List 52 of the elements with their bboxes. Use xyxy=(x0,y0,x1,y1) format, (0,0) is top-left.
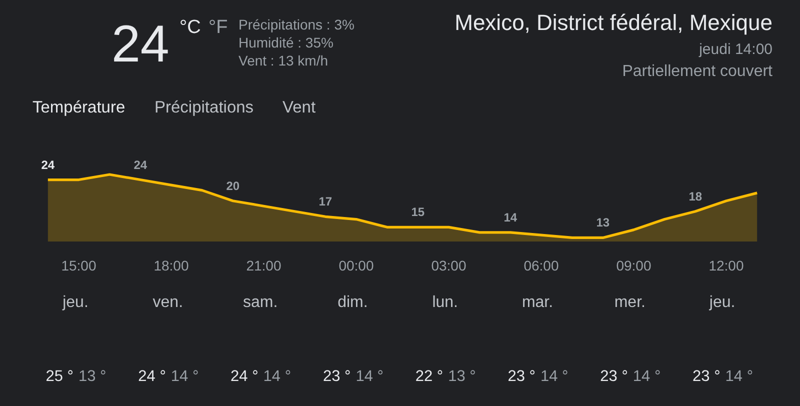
text: 23 ° xyxy=(692,368,720,385)
text: 14 ° xyxy=(263,368,292,385)
text: 13 ° xyxy=(78,368,106,385)
text: 14 ° xyxy=(356,368,384,385)
data-label: 17 xyxy=(318,194,332,209)
text: 24 ° xyxy=(138,368,166,385)
x-tick-label: 00:00 xyxy=(338,258,374,274)
x-tick-label: 03:00 xyxy=(431,258,466,274)
text: 23 ° xyxy=(600,368,628,385)
text: 14 ° xyxy=(170,368,199,385)
data-label: 14 xyxy=(504,210,518,224)
data-label: 15 xyxy=(411,205,425,220)
data-label: 20 xyxy=(226,178,240,193)
text: 24 xyxy=(112,16,170,74)
text: 23 ° xyxy=(322,368,351,385)
chart-title: Mexico, District fédéral, Mexique xyxy=(454,10,773,35)
text: Vent : 13 km/h xyxy=(238,52,328,68)
text: 22 ° xyxy=(415,368,444,385)
chart-subtitle: jeudi 14:00 xyxy=(698,41,773,58)
data-label: 24 xyxy=(134,158,148,172)
text: °F xyxy=(208,17,228,38)
annotation: mer. xyxy=(614,294,646,311)
x-tick-label: 06:00 xyxy=(524,258,559,274)
text: °C xyxy=(180,17,201,38)
annotation: mar. xyxy=(522,294,554,311)
text: Partiellement couvert xyxy=(622,63,774,80)
annotation: sam. xyxy=(242,294,278,311)
text: Précipitations : 3% xyxy=(238,16,354,32)
text: Température xyxy=(32,98,126,116)
text: 23 ° xyxy=(508,368,536,385)
data-label: 13 xyxy=(596,216,610,230)
x-tick-label: 09:00 xyxy=(616,258,652,274)
x-tick-label: 12:00 xyxy=(708,258,744,274)
annotation: jeu. xyxy=(708,294,736,311)
text: 14 ° xyxy=(725,368,754,385)
text: 14 ° xyxy=(632,368,661,385)
annotation: ven. xyxy=(152,294,184,311)
data-label: 18 xyxy=(688,189,702,204)
text: 25 ° xyxy=(46,368,74,385)
text: Vent xyxy=(282,98,316,116)
x-tick-label: 21:00 xyxy=(246,258,282,274)
annotation: dim. xyxy=(338,294,368,311)
x-tick-label: 18:00 xyxy=(154,258,189,274)
text: Humidité : 35% xyxy=(238,34,334,50)
text: 14 ° xyxy=(540,368,568,385)
text: 13 ° xyxy=(448,368,476,385)
annotation: jeu. xyxy=(62,294,88,311)
data-label: 24 xyxy=(41,158,55,172)
text: 24 ° xyxy=(230,368,258,385)
annotation: lun. xyxy=(432,294,458,311)
x-tick-label: 15:00 xyxy=(61,258,96,274)
text: Précipitations xyxy=(154,98,254,116)
